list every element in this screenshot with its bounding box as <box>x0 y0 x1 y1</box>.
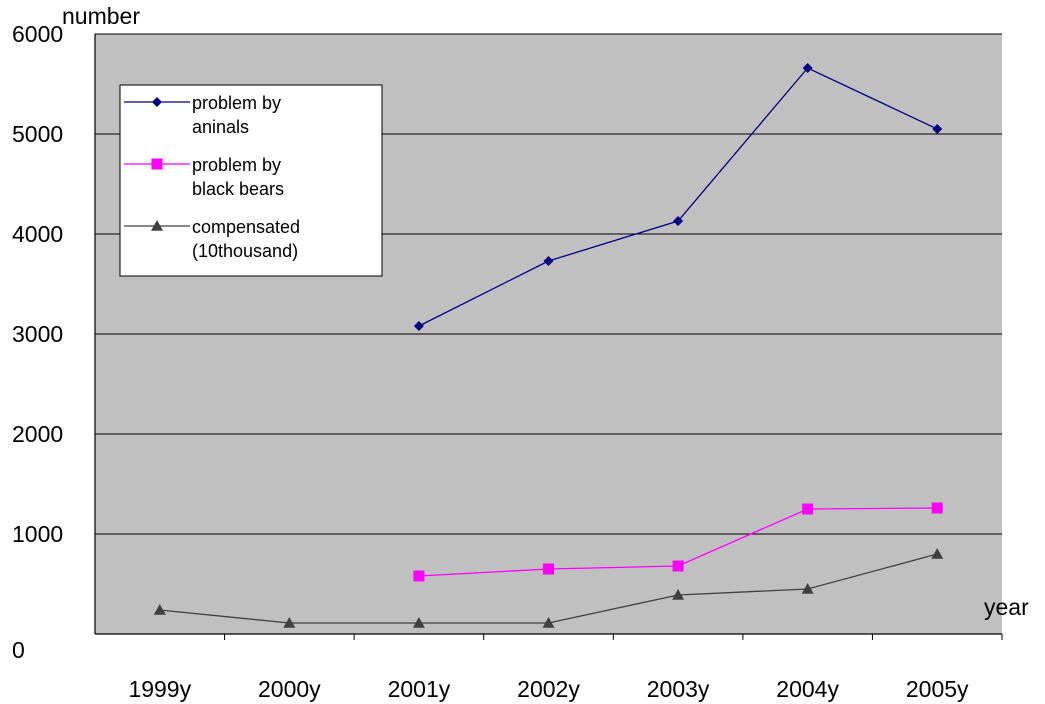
x-tick-label: 2000y <box>258 676 321 702</box>
x-axis-ticks <box>224 634 1003 640</box>
data-point <box>802 63 813 73</box>
legend-label: problem by <box>192 155 281 175</box>
legend-swatch-marker <box>151 158 163 170</box>
legend-label: problem by <box>192 93 281 113</box>
data-point <box>932 124 943 134</box>
y-axis-title: number <box>62 3 140 29</box>
data-point <box>543 563 554 575</box>
legend-entry: compensated (10thousand) <box>124 217 300 261</box>
y-tick-label: 3000 <box>12 321 63 347</box>
legend-label: compensated <box>192 217 300 237</box>
y-tick-label: 4000 <box>12 221 63 247</box>
x-tick-label: 1999y <box>128 676 191 702</box>
data-point <box>283 617 296 628</box>
legend-box <box>119 84 383 277</box>
series-3 <box>153 548 944 628</box>
data-point <box>543 256 554 266</box>
x-tick-label: 2001y <box>388 676 451 702</box>
data-point <box>412 617 425 628</box>
legend-label: black bears <box>192 179 284 199</box>
y-tick-label: 6000 <box>12 21 63 47</box>
x-tick-label: 2004y <box>776 676 839 702</box>
data-point <box>542 617 555 628</box>
data-point <box>413 570 425 582</box>
y-tick-label: 5000 <box>12 121 63 147</box>
x-tick-label: 2002y <box>517 676 580 702</box>
x-tick-label: 2003y <box>647 676 710 702</box>
x-axis-tick-labels: 1999y 2000y 2001y 2002y 2003y 2004y 2005y <box>128 676 969 702</box>
data-point <box>672 560 684 572</box>
legend-swatch-marker <box>151 220 163 231</box>
legend: problem by aninals problem by black bears co… <box>119 84 383 277</box>
legend-label: (10thousand) <box>192 241 298 261</box>
legend-entry: problem by aninals <box>124 93 281 137</box>
y-tick-label: 0 <box>12 637 25 663</box>
data-point <box>413 321 424 331</box>
data-point <box>802 503 814 515</box>
data-point <box>801 583 814 594</box>
x-tick-label: 2005y <box>906 676 969 702</box>
legend-swatch-marker <box>152 97 162 107</box>
y-tick-label: 1000 <box>12 521 63 547</box>
y-axis-tick-labels: 0 1000 2000 3000 4000 5000 6000 <box>12 21 63 663</box>
data-point <box>931 502 943 514</box>
data-point <box>153 604 166 615</box>
data-point <box>673 216 684 226</box>
series-group <box>153 63 944 628</box>
legend-label: aninals <box>192 117 249 137</box>
x-axis-title: year <box>984 594 1029 620</box>
data-point <box>931 548 944 559</box>
series-1 <box>413 63 943 331</box>
legend-entry: problem by black bears <box>124 155 284 199</box>
data-point <box>672 589 685 600</box>
series-2 <box>413 502 943 582</box>
y-tick-label: 2000 <box>12 421 63 447</box>
